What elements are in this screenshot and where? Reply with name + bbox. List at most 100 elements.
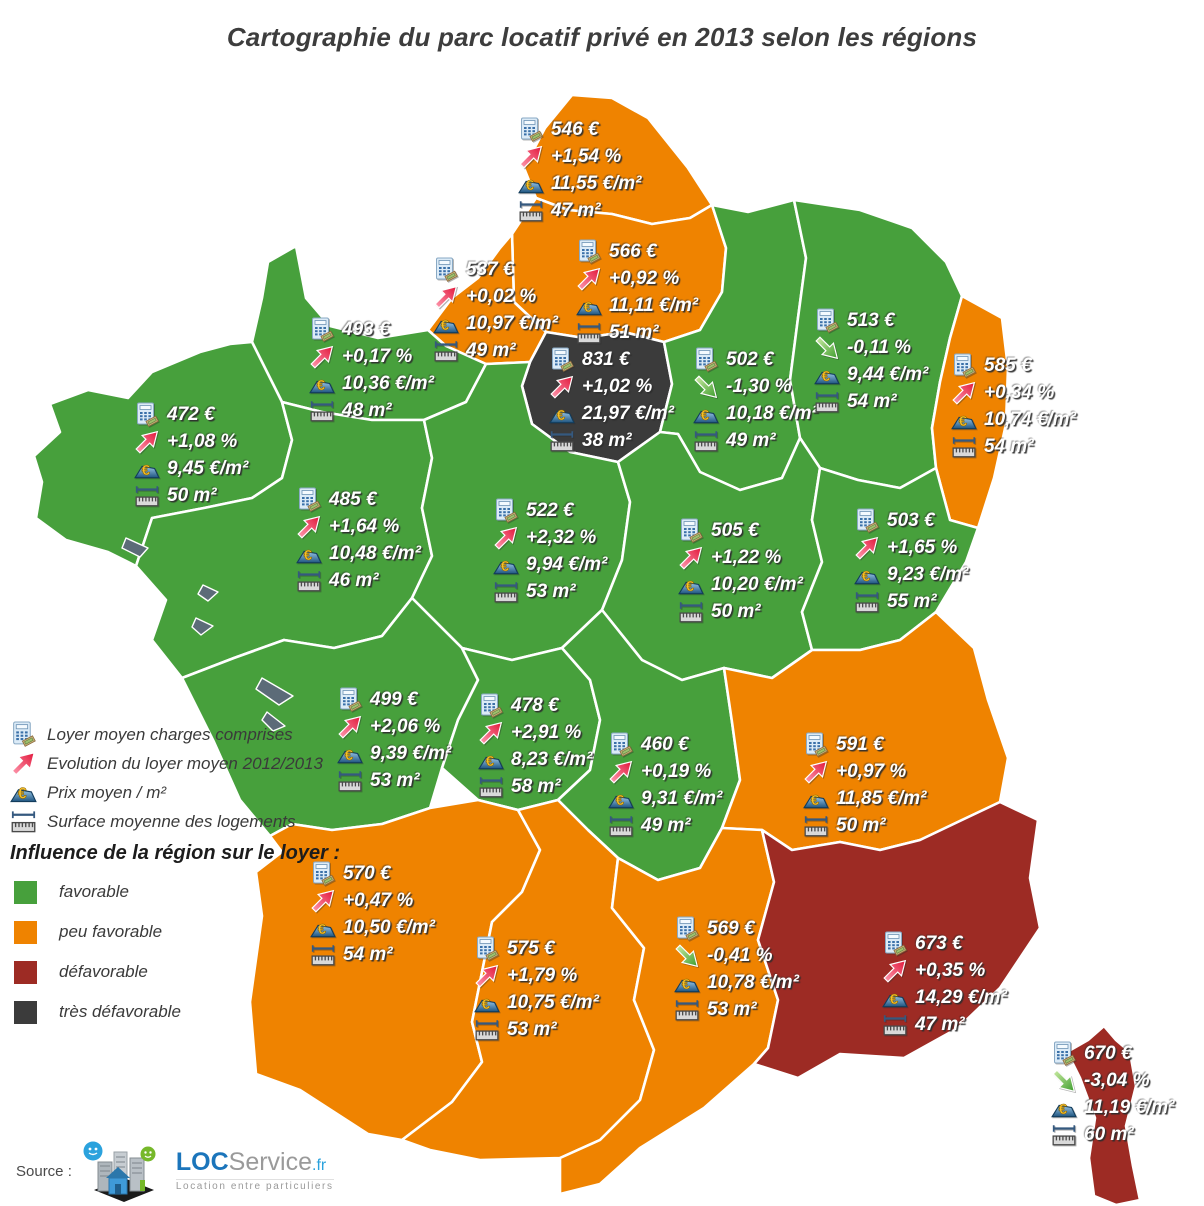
region-stat-row: 54 m² [951,433,1076,460]
evolution-up-icon [134,429,160,455]
region-stat-row: +2,06 % [337,713,451,740]
rent-value: 460 € [641,733,689,755]
evolution-value: +2,06 % [370,715,441,737]
evolution-value: +0,35 % [915,959,986,981]
surface-value: 47 m² [915,1013,965,1035]
region-label-picardie: 566 € +0,92 % 11,11 €/m² 51 m² [576,238,698,346]
price-per-m2-icon [478,747,504,773]
region-stat-row: 49 m² [693,427,818,454]
evolution-value: +1,79 % [507,964,578,986]
surface-value: 53 m² [526,580,576,602]
category-favorable: favorable [14,872,181,912]
region-stat-row: 21,97 €/m² [549,400,674,427]
rent-value: 485 € [329,488,377,510]
region-stat-row: -0,41 % [674,942,799,969]
price-per-m2-icon [474,990,500,1016]
category-defavorable: défavorable [14,952,181,992]
surface-ruler-icon [10,808,37,835]
price-per-m2-icon [678,572,704,598]
rent-calculator-icon [10,721,37,748]
category-label: favorable [59,882,129,901]
brand-service: Service [228,1148,313,1176]
price-per-m2-value: 10,18 €/m² [726,402,818,424]
price-per-m2-value: 10,36 €/m² [342,372,434,394]
evolution-down-icon [674,943,700,969]
evolution-up-icon [474,963,500,989]
page-title: Cartographie du parc locatif privé en 20… [226,22,978,52]
region-stat-row: 670 € [1051,1040,1174,1067]
surface-ruler-icon [608,813,634,839]
price-per-m2-value: 10,75 €/m² [507,991,599,1013]
region-label-languedoc-roussillon: 569 € -0,41 % 10,78 €/m² 53 m² [674,915,799,1023]
price-per-m2-icon [433,311,459,337]
region-stat-row: 11,11 €/m² [576,292,698,319]
legend-item-evolution: Evolution du loyer moyen 2012/2013 [10,749,323,778]
region-label-pays-de-la-loire: 485 € +1,64 % 10,48 €/m² 46 m² [296,486,421,594]
rent-calculator-icon [518,117,544,143]
region-stat-row: 50 m² [803,812,926,839]
region-stat-row: 55 m² [854,588,968,615]
region-stat-row: 10,36 €/m² [309,370,434,397]
surface-value: 38 m² [582,429,632,451]
price-per-m2-value: 9,44 €/m² [847,363,929,385]
region-stat-row: 493 € [309,316,434,343]
surface-ruler-icon [296,568,322,594]
region-stat-row: 49 m² [433,337,558,364]
region-stat-row: 566 € [576,238,698,265]
evolution-up-icon [310,888,336,914]
price-per-m2-value: 10,20 €/m² [711,573,803,595]
rent-value: 670 € [1084,1042,1132,1064]
rent-value: 537 € [466,258,514,280]
evolution-value: +0,97 % [836,760,907,782]
evolution-up-icon [854,535,880,561]
region-label-franche-comte: 503 € +1,65 % 9,23 €/m² 55 m² [854,507,968,615]
price-per-m2-value: 11,19 €/m² [1084,1096,1175,1118]
region-stat-row: 54 m² [310,941,435,968]
price-per-m2-icon [310,915,336,941]
price-per-m2-value: 10,78 €/m² [707,971,799,993]
region-stat-row: +1,79 % [474,962,599,989]
surface-value: 50 m² [836,814,886,836]
region-stat-row: 585 € [951,352,1076,379]
region-stat-row: +1,65 % [854,534,968,561]
region-stat-row: 53 m² [674,996,799,1023]
legend-item-rent: Loyer moyen charges comprises [10,720,310,749]
price-per-m2-value: 11,85 €/m² [836,787,927,809]
region-label-aquitaine: 570 € +0,47 % 10,50 €/m² 54 m² [310,860,435,968]
region-stat-row: 522 € [493,497,607,524]
region-label-alsace: 585 € +0,34 % 10,74 €/m² 54 m² [951,352,1076,460]
surface-ruler-icon [337,768,363,794]
source-block: Source : LOCService.fr [16,1140,334,1202]
region-stat-row: +0,19 % [608,758,722,785]
region-stat-row: +0,35 % [882,957,1007,984]
surface-ruler-icon [854,589,880,615]
price-per-m2-value: 10,50 €/m² [343,916,435,938]
surface-ruler-icon [518,198,544,224]
region-stat-row: 9,23 €/m² [854,561,968,588]
surface-value: 46 m² [329,569,379,591]
price-per-m2-value: 11,11 €/m² [609,294,699,316]
category-tres-defavorable: très défavorable [14,992,181,1032]
region-stat-row: +0,47 % [310,887,435,914]
region-label-ile-de-france: 831 € +1,02 % 21,97 €/m² 38 m² [549,346,674,454]
price-per-m2-value: 9,39 €/m² [370,742,452,764]
region-stat-row: 10,97 €/m² [433,310,558,337]
surface-value: 53 m² [507,1018,557,1040]
price-per-m2-icon [803,786,829,812]
rent-calculator-icon [693,347,719,373]
region-label-centre: 522 € +2,32 % 9,94 €/m² 53 m² [493,497,607,605]
evolution-value: +1,08 % [167,430,238,452]
region-label-limousin: 478 € +2,91 % 8,23 €/m² 58 m² [478,692,592,800]
evolution-value: +1,54 % [551,145,622,167]
surface-ruler-icon [803,813,829,839]
region-label-rhone-alpes: 591 € +0,97 % 11,85 €/m² 50 m² [803,731,926,839]
brand-tagline: Location entre particuliers [175,1179,334,1192]
rent-calculator-icon [674,916,700,942]
price-per-m2-value: 8,23 €/m² [511,748,593,770]
rent-calculator-icon [814,308,840,334]
rent-calculator-icon [474,936,500,962]
region-stat-row: 575 € [474,935,599,962]
price-per-m2-icon [518,171,544,197]
evolution-value: +0,19 % [641,760,712,782]
region-label-haute-normandie: 537 € +0,02 % 10,97 €/m² 49 m² [433,256,558,364]
